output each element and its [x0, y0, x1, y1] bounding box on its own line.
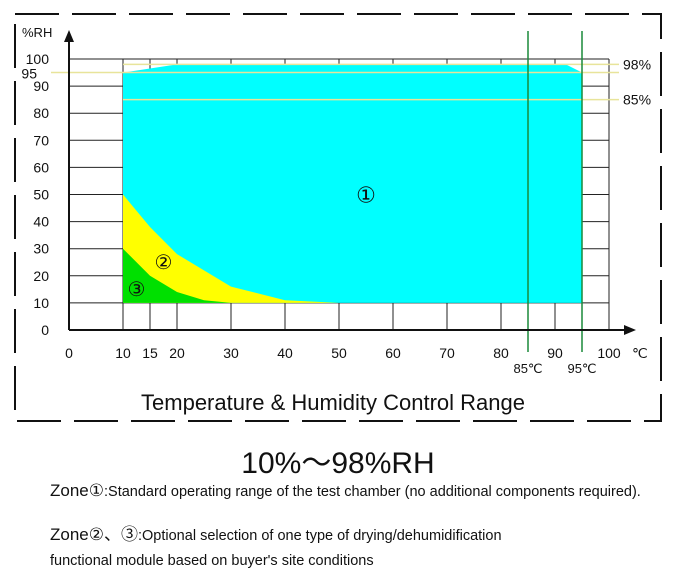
- chart-title: Temperature & Humidity Control Range: [141, 390, 525, 415]
- x-tick-label: 10: [115, 345, 131, 361]
- y-tick-label: 0: [41, 322, 49, 338]
- zone-1-label: ①: [356, 183, 376, 208]
- zone23-note: Zone②、③:Optional selection of one type o…: [50, 526, 650, 545]
- y-tick-label: 50: [33, 187, 49, 203]
- x-tick-label: 60: [385, 345, 401, 361]
- x-tick-label: 70: [439, 345, 455, 361]
- x-tick-label: 15: [142, 345, 158, 361]
- y-tick-label: 90: [33, 78, 49, 94]
- tick-labels: 0 10 15 20 30 40 50 60 70 80 90 100 0 10 20 30 40 50 60 70 8…: [21, 51, 620, 361]
- y-tick-label: 70: [33, 132, 49, 148]
- zone-1-area: [123, 64, 582, 303]
- y-tick-label: 30: [33, 241, 49, 257]
- x-tick-label: 40: [277, 345, 293, 361]
- reference-label: 95℃: [567, 361, 596, 376]
- zone23-note-line2: functional module based on buyer's site …: [50, 553, 374, 569]
- zone-3-area: [123, 248, 231, 303]
- dashed-frame: [14, 13, 662, 422]
- y-axis-label: %RH: [22, 25, 52, 40]
- y-tick-label: 40: [33, 214, 49, 230]
- range-text: 10%～98%RH: [241, 447, 435, 480]
- zones: ① ②③: [123, 64, 582, 303]
- zone1-mark: ①: [88, 481, 104, 500]
- y-tick-label: 60: [33, 159, 49, 175]
- zone23-word: Zone: [50, 525, 89, 544]
- y-tick-label: 100: [26, 51, 50, 67]
- reference-label: 85%: [623, 92, 651, 108]
- zone-2-area: [123, 194, 339, 303]
- zone1-note: Zone①:Standard operating range of the te…: [50, 482, 650, 501]
- x-tick-label: 20: [169, 345, 185, 361]
- zone-2-label: ②: [155, 252, 173, 274]
- x-axis-unit: ℃: [632, 345, 648, 361]
- x-tick-label: 0: [65, 345, 73, 361]
- axes: [64, 30, 636, 335]
- y-tick-label: 20: [33, 268, 49, 284]
- reference-label: 85℃: [513, 361, 542, 376]
- zone-3-label: ③: [128, 279, 146, 301]
- x-tick-label: 30: [223, 345, 239, 361]
- reference-label: 98%: [623, 56, 651, 72]
- x-axis-arrow: [624, 325, 636, 335]
- y-tick-label: 80: [33, 105, 49, 121]
- zone23-text: :Optional selection of one type of dryin…: [138, 528, 502, 544]
- reference-lines: 98% 85% 85℃ 95℃: [51, 31, 651, 376]
- x-tick-label: 50: [331, 345, 347, 361]
- zone23-mark: ②、③: [88, 525, 138, 544]
- x-tick-label: 80: [493, 345, 509, 361]
- y-tick-label: 95: [21, 66, 37, 82]
- y-axis-arrow: [64, 30, 74, 42]
- zone1-text: :Standard operating range of the test ch…: [104, 484, 641, 500]
- x-tick-label: 100: [597, 345, 621, 361]
- x-tick-label: 90: [547, 345, 563, 361]
- y-tick-label: 10: [33, 295, 49, 311]
- zone1-word: Zone: [50, 481, 89, 500]
